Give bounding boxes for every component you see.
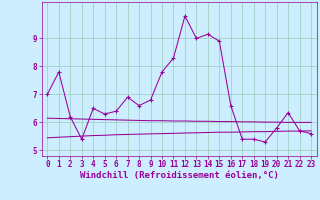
X-axis label: Windchill (Refroidissement éolien,°C): Windchill (Refroidissement éolien,°C) [80, 171, 279, 180]
